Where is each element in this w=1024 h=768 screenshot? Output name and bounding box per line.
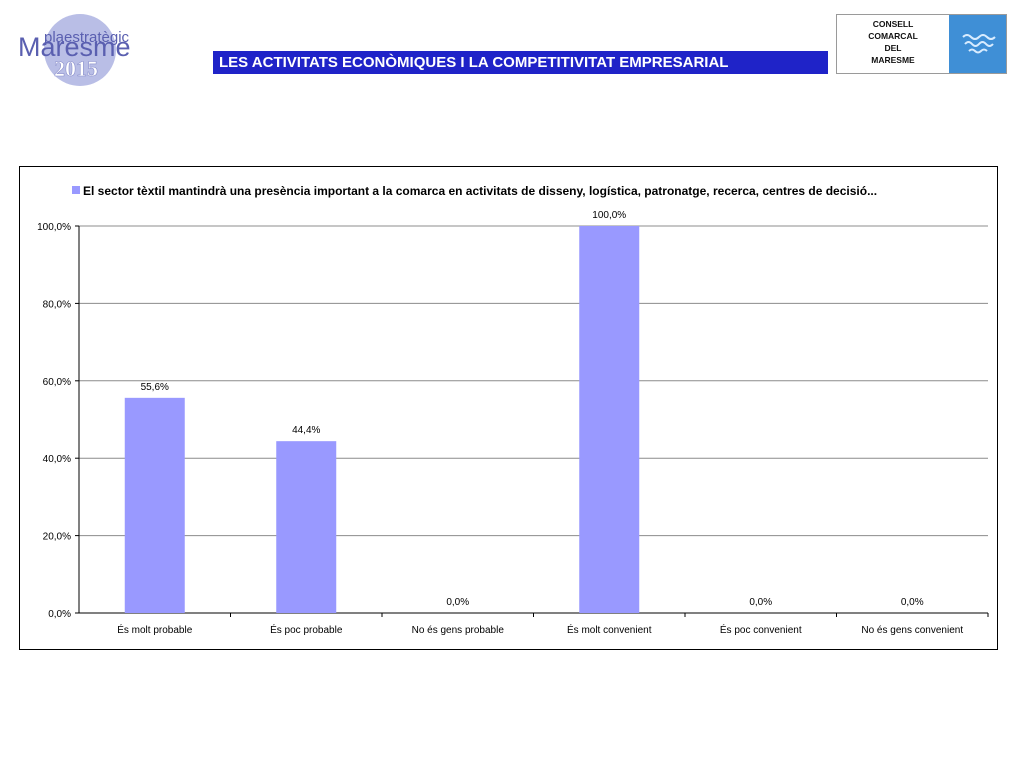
x-tick-label: És molt probable xyxy=(117,623,192,636)
bar xyxy=(276,441,337,613)
y-tick-label: 80,0% xyxy=(43,299,71,310)
y-tick-label: 60,0% xyxy=(43,377,71,388)
logo-graphic: plaestratègic Maresme 2015 xyxy=(18,14,131,86)
chart-area: El sector tèxtil mantindrà una presència… xyxy=(19,166,998,650)
x-tick-label: És poc convenient xyxy=(720,623,802,636)
chart-legend: El sector tèxtil mantindrà una presència… xyxy=(72,184,992,200)
data-label: 0,0% xyxy=(749,597,772,608)
logo-circle xyxy=(44,14,116,86)
data-label: 0,0% xyxy=(446,597,469,608)
council-name: CONSELL COMARCAL DEL MARESME xyxy=(837,18,949,66)
section-title: LES ACTIVITATS ECONÒMIQUES I LA COMPETIT… xyxy=(213,51,828,74)
logo-main-text: Maresme xyxy=(18,32,131,62)
council-emblem xyxy=(949,15,1006,73)
y-tick-label: 20,0% xyxy=(43,532,71,543)
council-line: CONSELL xyxy=(872,19,914,29)
wave-icon xyxy=(962,34,996,54)
x-tick-label: No és gens convenient xyxy=(861,625,963,636)
bar-chart: 0,0% 20,0% 40,0% 60,0% 80,0% 100,0% 55,6% És mo… xyxy=(37,210,989,636)
y-tick-label: 100,0% xyxy=(37,222,71,233)
logo-year-text: 2015 xyxy=(54,56,98,81)
data-label: 55,6% xyxy=(141,382,169,393)
data-label: 44,4% xyxy=(292,425,320,436)
data-label: 100,0% xyxy=(592,210,626,221)
plaestrategic-logo: plaestratègic Maresme 2015 xyxy=(14,10,144,90)
x-tick-label: És molt convenient xyxy=(567,623,652,636)
data-label: 0,0% xyxy=(901,597,924,608)
council-line: MARESME xyxy=(871,55,915,65)
council-line: DEL xyxy=(884,43,902,53)
bar xyxy=(579,226,640,613)
legend-swatch xyxy=(72,186,80,194)
y-tick-label: 40,0% xyxy=(43,454,71,465)
logo-top-text: plaestratègic xyxy=(44,29,130,46)
bar xyxy=(124,397,185,613)
x-tick-label: És poc probable xyxy=(270,623,343,636)
council-line: COMARCAL xyxy=(868,31,918,41)
x-tick-label: No és gens probable xyxy=(412,625,505,636)
legend-label: El sector tèxtil mantindrà una presència… xyxy=(83,184,878,198)
y-tick-label: 0,0% xyxy=(48,609,71,620)
consell-comarcal-logo: CONSELL COMARCAL DEL MARESME xyxy=(836,14,1007,74)
